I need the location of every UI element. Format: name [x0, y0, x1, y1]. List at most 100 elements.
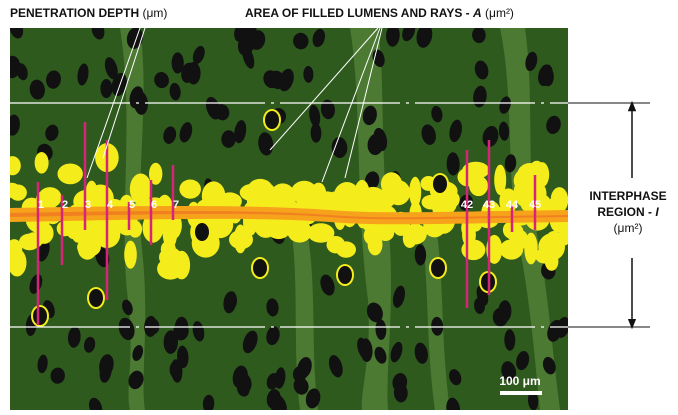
lumen [132, 344, 144, 362]
ringed-lumen [336, 264, 354, 286]
lumen [84, 336, 96, 353]
lumen [309, 104, 321, 127]
lumen [498, 300, 512, 323]
lumen [386, 28, 400, 47]
lumen [144, 317, 160, 335]
filled-lumen [502, 221, 518, 239]
lumen [393, 383, 408, 403]
lumen [431, 316, 444, 336]
lumen [154, 72, 169, 89]
filled-lumen [307, 223, 335, 243]
lumen [186, 61, 201, 85]
lumen [474, 60, 489, 80]
lumen [169, 82, 181, 101]
filled-lumen [545, 231, 563, 251]
lumen [274, 367, 286, 389]
filled-lumen [34, 152, 49, 174]
lumen [192, 321, 205, 342]
depth-marker: 44 [506, 199, 519, 211]
bondline-core [10, 211, 568, 220]
filled-lumen [558, 219, 568, 246]
lumen [263, 70, 279, 89]
filled-lumen [499, 239, 524, 260]
penetration-label: PENETRATION DEPTH (μm) [10, 6, 167, 20]
lumen [46, 70, 61, 89]
lumen [542, 356, 556, 375]
lumen [163, 330, 179, 354]
lumen [375, 319, 387, 340]
lumen [525, 51, 538, 72]
area-unit: (μm²) [485, 6, 514, 20]
lumen [234, 120, 247, 144]
lumen [169, 361, 183, 379]
filled-lumen [173, 250, 191, 280]
filled-lumen [129, 173, 152, 205]
lumen [498, 121, 510, 141]
filled-lumen [179, 179, 201, 199]
filled-lumen [386, 180, 411, 206]
lumen [10, 114, 20, 136]
lumen [126, 28, 143, 49]
lumen [320, 99, 335, 120]
lumen [449, 369, 462, 386]
filled-lumen [462, 161, 490, 179]
lumen [91, 28, 105, 40]
filled-lumen [38, 187, 62, 208]
depth-marker: 6 [151, 199, 157, 211]
lumen [10, 55, 21, 79]
lumen [239, 373, 252, 392]
lumen [269, 394, 287, 410]
lumen [163, 126, 177, 145]
filled-lumen [76, 221, 100, 237]
lumen [50, 367, 65, 384]
lumen [482, 125, 499, 148]
interphase-line1: INTERPHASE [589, 189, 666, 203]
lumen [118, 317, 135, 341]
lumen [527, 391, 539, 410]
penetration-text: PENETRATION DEPTH [10, 6, 139, 20]
filled-lumen [124, 240, 137, 269]
lumen [320, 274, 335, 296]
lumen [390, 341, 403, 363]
depth-marker: 5 [129, 199, 135, 211]
filled-lumen [149, 162, 163, 185]
lumen [221, 130, 236, 148]
lumen [100, 79, 113, 98]
filled-lumen [248, 178, 273, 197]
lumen [192, 45, 205, 64]
lumen [331, 137, 348, 158]
lumen [293, 377, 309, 395]
ringed-lumen [193, 221, 211, 243]
lumen [16, 63, 28, 81]
lumen [328, 355, 343, 378]
area-label: AREA OF FILLED LUMENS AND RAYS - A (μm²) [245, 6, 514, 20]
lumen [310, 123, 322, 143]
lumen [202, 394, 215, 410]
lumen [473, 85, 487, 108]
lumen [258, 132, 274, 156]
lumen [177, 345, 189, 368]
interphase-symbol: I [655, 205, 659, 219]
ringed-lumen [87, 287, 105, 309]
lumen [10, 28, 24, 39]
lumen [104, 57, 118, 80]
depth-marker: 4 [107, 199, 114, 211]
lumen [504, 329, 516, 351]
leader-lines [86, 27, 383, 183]
lumen [362, 105, 377, 126]
filled-lumen [10, 248, 27, 277]
lumen [99, 359, 112, 383]
lumen [414, 342, 428, 364]
lumen [111, 72, 127, 97]
interphase-unit: (μm²) [614, 221, 643, 235]
lumen [129, 86, 144, 109]
interphase-text: REGION - [597, 205, 655, 219]
lumen [179, 122, 193, 143]
filled-lumen [486, 234, 503, 264]
depth-marker: 3 [85, 199, 91, 211]
lumen [234, 28, 246, 42]
depth-marker: 7 [173, 199, 179, 211]
lumen [29, 79, 45, 100]
filled-lumen [409, 176, 422, 208]
lumen [546, 115, 561, 135]
